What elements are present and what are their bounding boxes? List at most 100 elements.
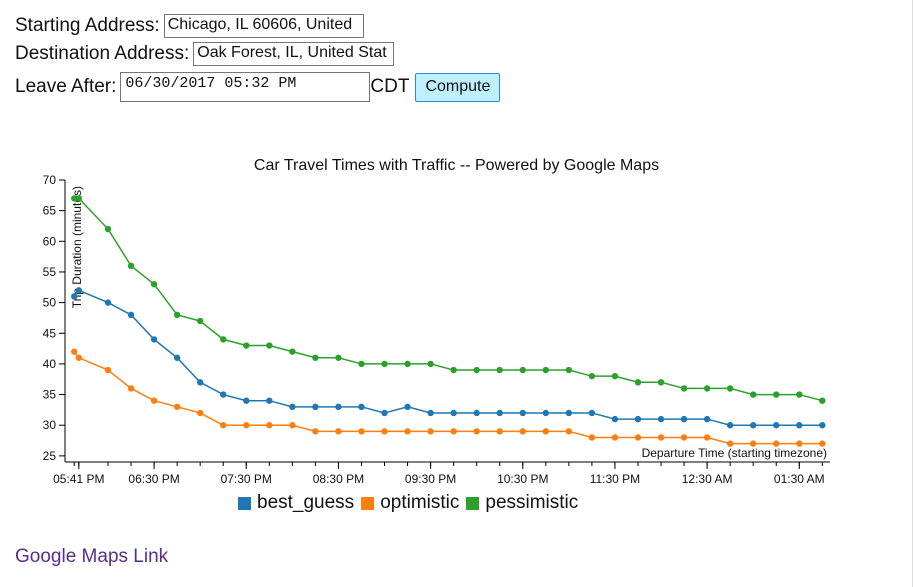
destination-address-row: Destination Address: Oak Forest, IL, Uni… <box>15 42 395 66</box>
data-point-optimistic <box>542 428 550 435</box>
data-point-pessimistic <box>588 372 596 380</box>
data-point-optimistic <box>496 428 503 435</box>
data-point-optimistic <box>71 348 78 355</box>
data-point-pessimistic <box>243 342 250 349</box>
data-point-optimistic <box>634 434 642 441</box>
start-address-label: Starting Address: <box>15 15 160 36</box>
series-line-optimistic <box>73 351 823 445</box>
data-point-best_guess <box>773 422 780 429</box>
data-point-pessimistic <box>220 336 227 343</box>
data-point-optimistic <box>335 428 342 435</box>
destination-address-input[interactable]: Oak Forest, IL, United Stat <box>193 42 395 66</box>
data-point-optimistic <box>773 440 780 447</box>
x-tick-label: 06:30 PM <box>128 472 179 486</box>
data-point-pessimistic <box>71 195 78 202</box>
data-point-optimistic <box>703 434 711 441</box>
series-line-best_guess <box>73 289 823 426</box>
data-point-optimistic <box>150 397 158 404</box>
data-point-pessimistic <box>427 360 434 368</box>
compute-button[interactable]: Compute <box>415 72 501 102</box>
data-point-pessimistic <box>773 391 780 398</box>
chart-svg: Car Travel Times with Traffic -- Powered… <box>43 157 830 486</box>
legend-label-best_guess: best_guess <box>257 492 355 513</box>
chart-title: Car Travel Times with Traffic -- Powered… <box>254 157 659 174</box>
data-point-best_guess <box>335 403 342 411</box>
data-point-optimistic <box>519 428 526 435</box>
data-point-pessimistic <box>450 366 457 374</box>
data-point-optimistic <box>726 440 734 447</box>
y-tick-label: 25 <box>43 449 57 463</box>
data-point-pessimistic <box>749 391 757 398</box>
data-point-optimistic <box>289 422 296 429</box>
destination-address-label: Destination Address: <box>15 43 190 64</box>
data-point-best_guess <box>196 379 204 386</box>
y-tick-label: 45 <box>43 326 57 340</box>
data-point-optimistic <box>796 440 803 447</box>
leave-after-row: Leave After: 06/30/2017 05:32 PM CDT Com… <box>15 72 501 102</box>
google-maps-link[interactable]: Google Maps Link <box>15 546 169 567</box>
data-point-pessimistic <box>611 372 619 380</box>
data-point-pessimistic <box>404 360 411 368</box>
data-point-pessimistic <box>358 360 365 368</box>
data-point-pessimistic <box>796 391 803 398</box>
data-point-best_guess <box>71 293 78 300</box>
legend-swatch-pessimistic <box>466 496 480 510</box>
data-point-pessimistic <box>726 385 734 392</box>
data-point-pessimistic <box>196 317 204 325</box>
data-point-pessimistic <box>335 354 342 361</box>
data-point-best_guess <box>703 415 711 423</box>
data-point-best_guess <box>427 409 434 417</box>
data-point-pessimistic <box>381 360 388 368</box>
data-point-pessimistic <box>266 342 273 349</box>
data-point-pessimistic <box>496 366 503 374</box>
data-point-optimistic <box>473 428 480 435</box>
y-tick-label: 60 <box>43 234 57 248</box>
legend-swatch-optimistic <box>361 496 375 510</box>
data-point-optimistic <box>381 428 388 435</box>
data-point-optimistic <box>819 440 826 447</box>
data-point-best_guess <box>657 415 665 423</box>
x-axis-label: Departure Time (starting timezone) <box>642 446 827 460</box>
data-point-pessimistic <box>703 385 711 392</box>
x-tick-label: 12:30 AM <box>682 472 733 486</box>
y-tick-label: 30 <box>43 418 57 432</box>
data-point-best_guess <box>381 409 388 417</box>
x-tick-label: 10:30 PM <box>497 472 548 486</box>
start-address-input[interactable]: Chicago, IL 60606, United <box>163 14 364 38</box>
x-tick-label: 07:30 PM <box>221 472 272 486</box>
data-point-optimistic <box>565 428 573 435</box>
data-point-best_guess <box>680 415 688 423</box>
data-point-pessimistic <box>657 379 665 386</box>
data-point-optimistic <box>220 422 227 429</box>
data-point-best_guess <box>104 299 112 306</box>
leave-after-datetime-input[interactable]: 06/30/2017 05:32 PM <box>120 72 371 102</box>
data-point-best_guess <box>243 397 250 404</box>
data-point-best_guess <box>404 403 411 411</box>
data-point-optimistic <box>266 422 273 429</box>
data-point-pessimistic <box>312 354 319 361</box>
x-tick-label: 08:30 PM <box>313 472 364 486</box>
data-point-best_guess <box>565 409 573 417</box>
y-tick-label: 65 <box>43 204 57 218</box>
data-point-optimistic <box>749 440 757 447</box>
data-point-best_guess <box>127 311 135 319</box>
data-point-pessimistic <box>289 348 296 355</box>
data-point-pessimistic <box>150 281 158 288</box>
data-point-best_guess <box>75 287 83 294</box>
data-point-best_guess <box>173 354 181 361</box>
data-point-best_guess <box>519 409 526 417</box>
data-point-optimistic <box>588 434 596 441</box>
y-tick-label: 35 <box>43 388 57 402</box>
data-point-best_guess <box>819 422 826 429</box>
data-point-optimistic <box>427 428 434 435</box>
data-point-pessimistic <box>680 385 688 392</box>
data-point-best_guess <box>220 391 227 398</box>
legend-label-pessimistic: pessimistic <box>485 492 579 513</box>
legend-item-optimistic: optimistic <box>361 492 459 514</box>
data-point-best_guess <box>312 403 319 411</box>
travel-time-chart: Car Travel Times with Traffic -- Powered… <box>0 150 913 520</box>
legend-swatch-best_guess <box>238 496 251 510</box>
data-point-best_guess <box>150 336 158 343</box>
data-point-optimistic <box>75 354 83 361</box>
